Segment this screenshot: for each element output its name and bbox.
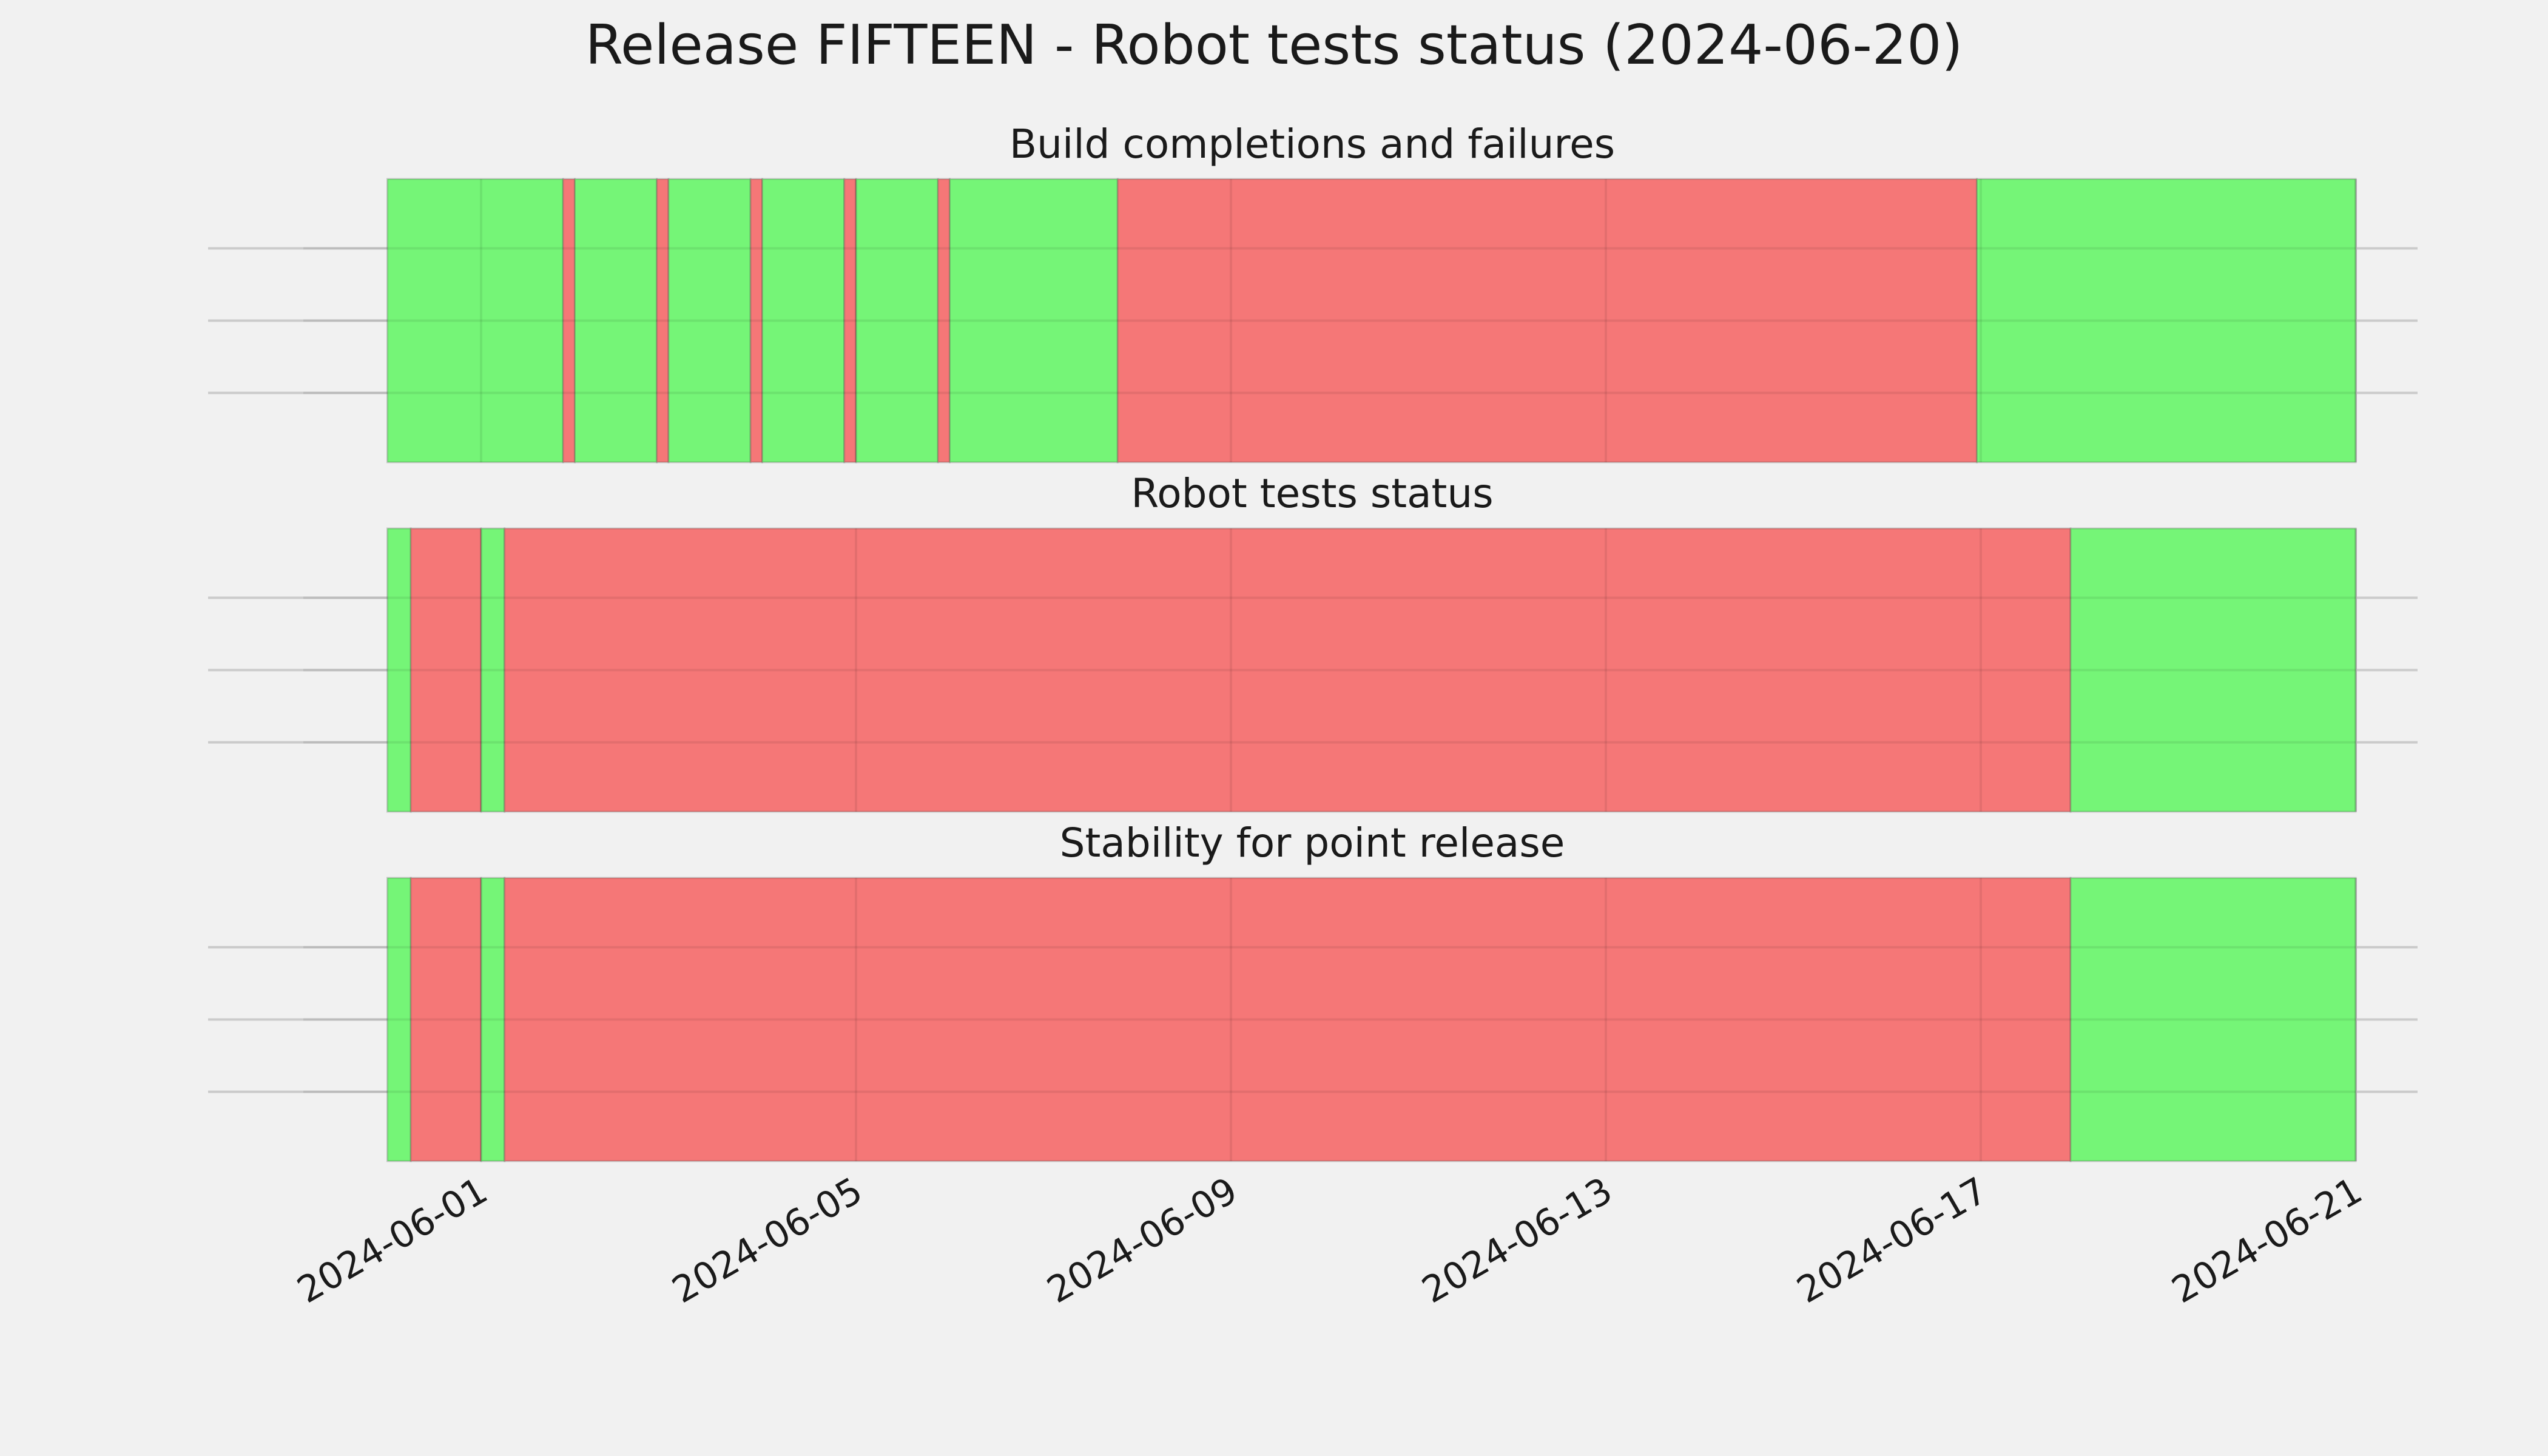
segment-fail [1116,178,1978,463]
panel-title: Build completions and failures [1009,121,1615,167]
segment-fail [410,877,482,1162]
panel-3: Stability for point release [208,820,2418,1162]
panel-2: Robot tests status [208,470,2418,813]
segment-pass [480,527,506,813]
panels-layer: Build completions and failures Robot test… [208,121,2418,1162]
panel-title: Stability for point release [1060,820,1565,866]
segment-fail [504,877,2072,1162]
segment-pass [2069,527,2357,813]
panel-segments [386,877,2357,1162]
segment-pass [761,178,846,463]
segment-fail [504,527,2072,813]
panel-grid-overlay [303,878,2357,1161]
segment-pass [386,178,564,463]
segment-pass [386,877,412,1162]
panel-grid-overlay [303,528,2357,812]
panel-1: Build completions and failures [208,121,2418,463]
segment-pass [949,178,1119,463]
segment-pass [574,178,658,463]
segment-pass [2069,877,2357,1162]
chart-title: Release FIFTEEN - Robot tests status (20… [585,13,1963,77]
segment-pass [855,178,939,463]
segment-pass [667,178,752,463]
segment-pass [386,527,412,813]
segment-pass [1976,178,2357,463]
panel-title: Robot tests status [1131,470,1493,517]
panel-grid-overlay [303,179,2357,462]
panel-segments [386,527,2357,813]
panel-segments [386,178,2357,463]
